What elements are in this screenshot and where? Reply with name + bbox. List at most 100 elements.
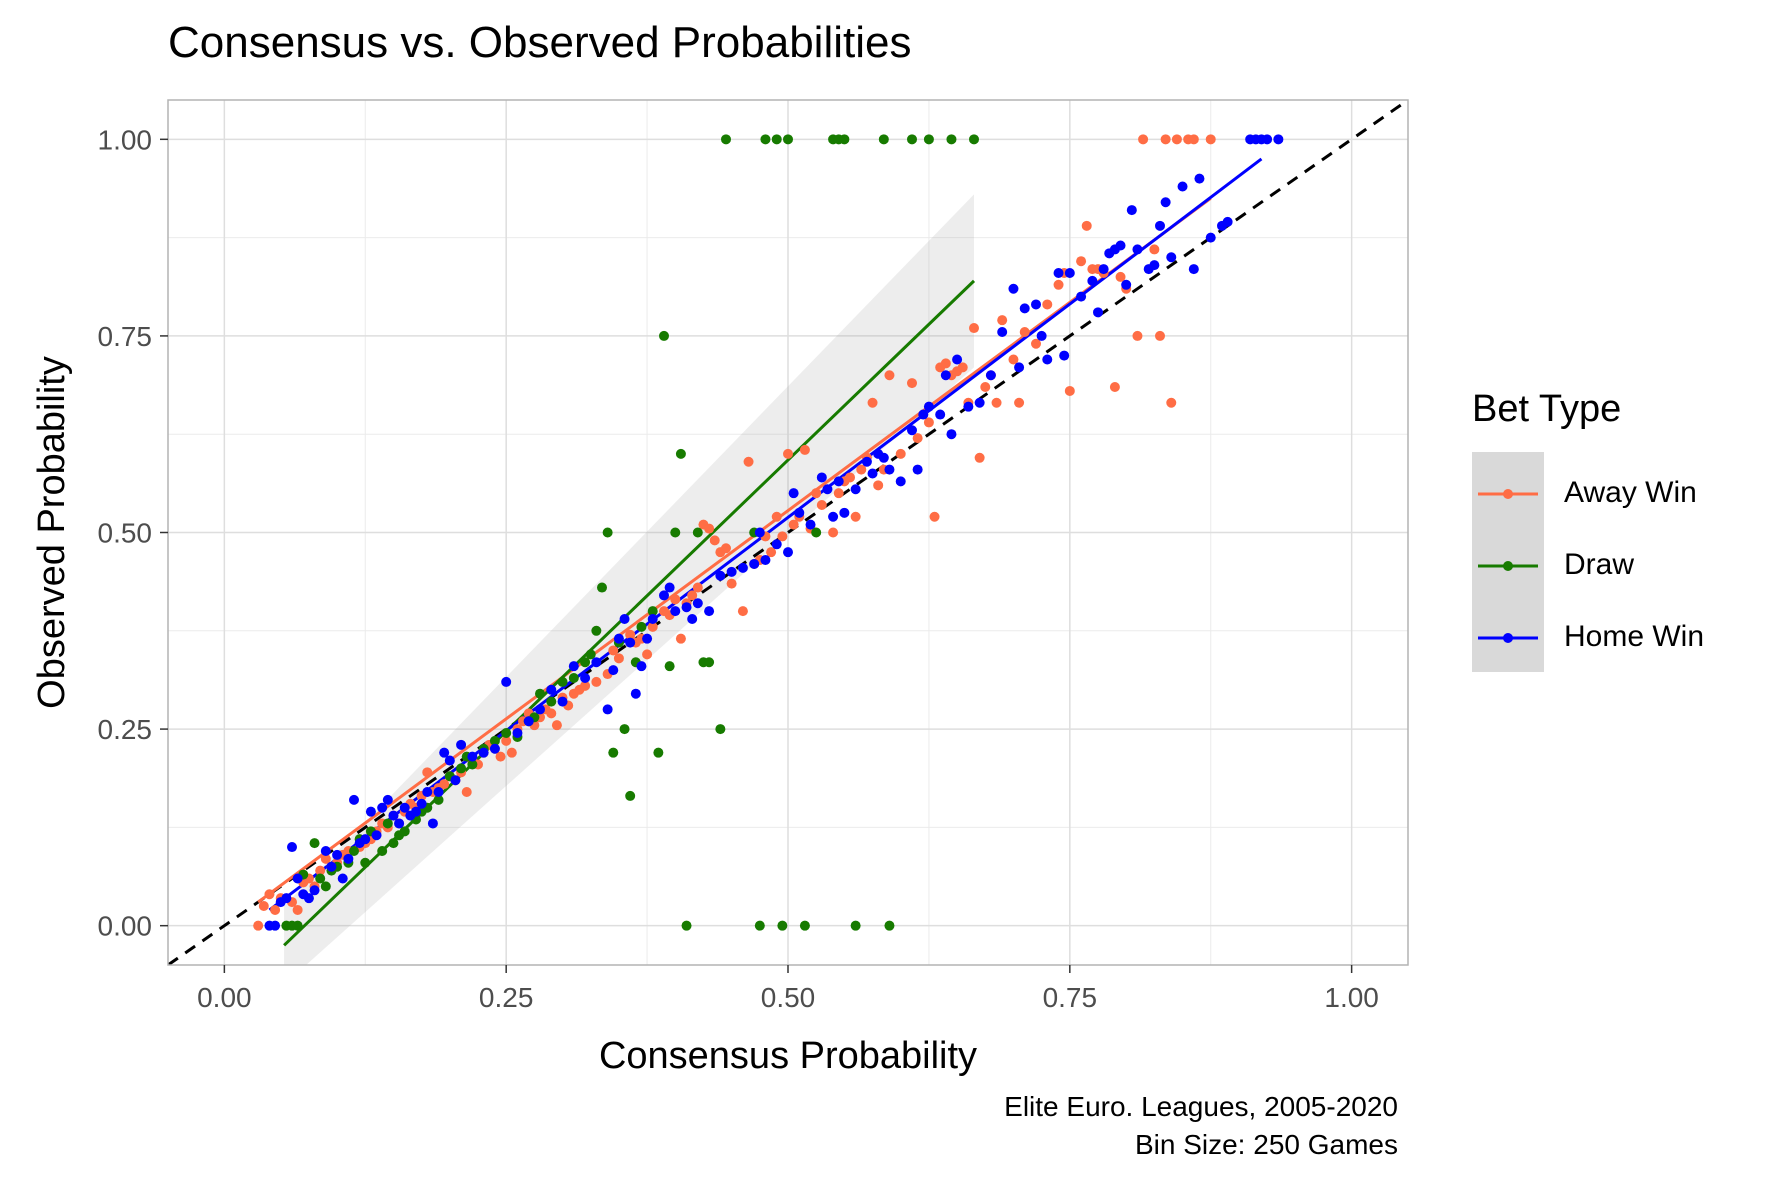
data-point-away-win [1149, 244, 1160, 255]
data-point-home-win [467, 751, 478, 762]
fit-line-away-win [257, 197, 1212, 904]
data-point-home-win [602, 704, 613, 715]
data-point-home-win [591, 657, 602, 668]
caption: Elite Euro. Leagues, 2005-2020 Bin Size:… [1004, 1088, 1398, 1164]
data-point-home-win [749, 558, 760, 569]
data-point-home-win [489, 743, 500, 754]
data-point-home-win [788, 488, 799, 499]
data-point-draw [388, 838, 399, 849]
data-point-away-win [1171, 134, 1182, 145]
data-point-home-win [884, 464, 895, 475]
data-point-draw [602, 527, 613, 538]
data-point-draw [467, 759, 478, 770]
data-point-away-win [811, 488, 822, 499]
data-point-away-win [912, 433, 923, 444]
data-point-draw [591, 625, 602, 636]
data-point-away-win [1205, 134, 1216, 145]
data-point-away-win [642, 649, 653, 660]
data-point-draw [647, 606, 658, 617]
y-tick-label: 0.50 [98, 518, 153, 549]
data-point-away-win [580, 680, 591, 691]
data-point-home-win [1149, 260, 1160, 271]
data-point-away-win [997, 315, 1008, 326]
data-point-home-win [1031, 299, 1041, 310]
data-point-home-win [523, 716, 534, 727]
data-point-home-win [997, 326, 1008, 337]
caption-line-1: Elite Euro. Leagues, 2005-2020 [1004, 1091, 1398, 1122]
confidence-band-layer [284, 194, 974, 965]
data-point-away-win [1188, 134, 1199, 145]
legend-key-home-win [1478, 633, 1538, 643]
data-point-home-win [1076, 291, 1087, 302]
data-point-home-win [1059, 350, 1070, 361]
data-point-draw [501, 728, 512, 739]
data-point-away-win [692, 582, 703, 593]
data-point-away-win [1166, 397, 1177, 408]
data-point-draw [535, 688, 545, 699]
data-point-away-win [957, 362, 968, 373]
legend-key-draw [1478, 561, 1538, 571]
data-point-away-win [1076, 256, 1087, 267]
data-point-away-win [895, 448, 906, 459]
data-point-away-win [320, 853, 331, 864]
data-point-home-win [450, 775, 461, 786]
data-point-home-win [326, 861, 337, 872]
data-point-home-win [704, 606, 715, 617]
data-point-draw [557, 676, 568, 687]
data-point-draw [681, 920, 692, 931]
data-point-away-win [422, 767, 433, 778]
data-point-home-win [371, 830, 382, 841]
data-point-draw [907, 134, 917, 145]
data-point-home-win [416, 798, 427, 809]
data-point-home-win [839, 507, 850, 518]
x-tick-label: 0.25 [479, 982, 534, 1013]
data-point-draw [399, 826, 410, 837]
y-tick-label: 0.00 [98, 911, 153, 942]
legend-key-away-win [1478, 489, 1538, 499]
data-point-home-win [1121, 279, 1132, 290]
data-point-home-win [557, 696, 568, 707]
legend-label-draw: Draw [1564, 548, 1635, 581]
data-point-home-win [619, 614, 630, 624]
data-point-home-win [270, 920, 281, 931]
y-tick-label: 0.75 [98, 321, 153, 352]
legend-item-home-win: Home Win [1472, 602, 1771, 674]
data-point-away-win [495, 751, 506, 762]
data-point-home-win [1126, 205, 1137, 216]
data-point-home-win [512, 728, 523, 739]
data-point-home-win [1205, 232, 1216, 243]
data-point-draw [721, 134, 731, 145]
data-point-away-win [1115, 271, 1126, 282]
data-point-draw [597, 582, 607, 593]
data-point-home-win [535, 704, 545, 715]
data-point-away-win [1014, 397, 1025, 408]
data-point-away-win [737, 606, 748, 617]
data-point-home-win [805, 519, 816, 530]
data-point-home-win [1042, 354, 1053, 365]
data-point-away-win [923, 417, 934, 428]
data-point-home-win [1087, 275, 1098, 286]
data-point-draw [771, 134, 782, 145]
data-point-away-win [845, 472, 855, 483]
data-point-away-win [709, 535, 720, 546]
data-point-away-win [551, 720, 562, 731]
data-point-home-win [1064, 268, 1075, 278]
data-point-draw [636, 621, 647, 632]
y-tick-label: 1.00 [98, 124, 153, 155]
data-point-away-win [783, 448, 793, 459]
data-point-away-win [1160, 134, 1171, 145]
data-point-away-win [850, 511, 861, 522]
data-point-draw [433, 794, 444, 805]
data-point-away-win [833, 488, 844, 499]
data-point-draw [377, 845, 388, 856]
data-point-away-win [1019, 326, 1030, 337]
data-point-away-win [546, 708, 557, 719]
data-point-away-win [766, 547, 777, 558]
legend-item-away-win: Away Win [1472, 458, 1771, 530]
data-point-home-win [664, 582, 675, 593]
data-point-home-win [850, 484, 861, 495]
data-point-away-win [867, 397, 878, 408]
data-point-home-win [822, 484, 833, 495]
data-point-away-win [613, 653, 624, 664]
